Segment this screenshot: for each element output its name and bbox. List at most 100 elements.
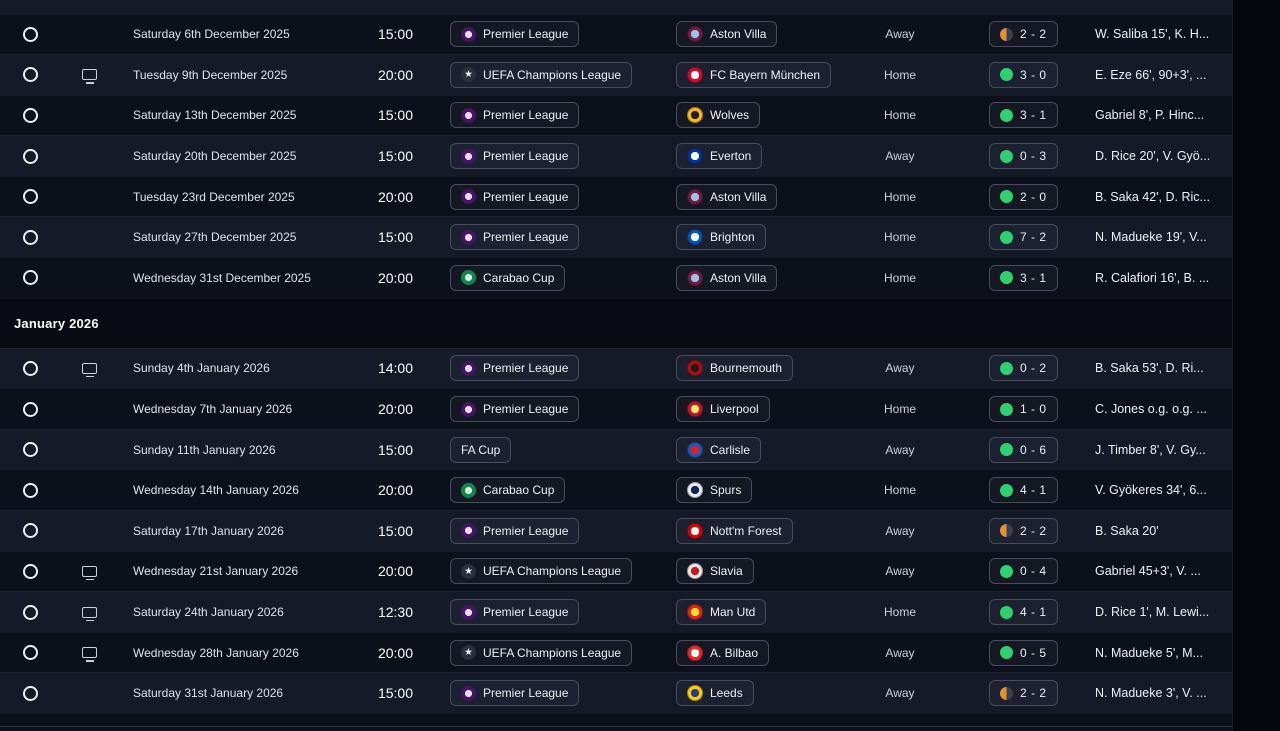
score-badge[interactable]: 4 - 1 [989, 599, 1058, 626]
fixture-time: 15:00 [377, 441, 413, 458]
fixture-row[interactable]: Saturday 13th December 2025 15:00 Premie… [0, 94, 1232, 136]
fixture-row[interactable]: Wednesday 28th January 2026 20:00 ★ UEFA… [0, 631, 1232, 673]
competition-badge[interactable]: Premier League [450, 517, 580, 544]
opponent-badge[interactable]: Slavia [676, 558, 754, 585]
selection-circle-icon[interactable] [23, 401, 38, 417]
fixture-row[interactable]: Tuesday 23rd December 2025 20:00 Premier… [0, 175, 1232, 217]
selection-circle-icon[interactable] [23, 523, 38, 539]
score-badge[interactable]: 1 - 0 [989, 396, 1058, 423]
selection-circle-icon[interactable] [23, 270, 38, 286]
competition-cell: Premier League [413, 224, 676, 251]
score-cell: 2 - 0 [940, 183, 1085, 210]
competition-badge[interactable]: ★ UEFA Champions League [450, 639, 633, 666]
opponent-badge[interactable]: Everton [676, 143, 763, 170]
opponent-badge[interactable]: Aston Villa [676, 264, 778, 291]
tv-cell [57, 29, 110, 40]
competition-badge[interactable]: Premier League [450, 224, 580, 251]
team-crest-icon [687, 148, 703, 165]
score-badge[interactable]: 2 - 0 [989, 183, 1058, 210]
competition-badge[interactable]: ★ UEFA Champions League [450, 61, 633, 88]
selection-circle-icon[interactable] [23, 442, 38, 458]
competition-badge[interactable]: Premier League [450, 183, 580, 210]
fixture-row[interactable]: Sunday 4th January 2026 14:00 Premier Le… [0, 347, 1232, 389]
score-badge[interactable]: 0 - 5 [989, 639, 1058, 666]
partial-row-bottom [0, 713, 1232, 726]
fixture-row[interactable]: Saturday 24th January 2026 12:30 Premier… [0, 591, 1232, 632]
fixture-row[interactable]: Saturday 31st January 2026 15:00 Premier… [0, 672, 1232, 713]
opponent-badge[interactable]: Carlisle [676, 436, 762, 463]
score-badge[interactable]: 7 - 2 [989, 224, 1058, 251]
competition-icon: ★ [461, 645, 476, 661]
opponent-badge[interactable]: Bournemouth [676, 355, 794, 382]
selection-circle-icon[interactable] [23, 26, 38, 42]
score-cell: 0 - 6 [940, 436, 1085, 463]
score-badge[interactable]: 3 - 1 [989, 264, 1058, 291]
score-badge[interactable]: 0 - 4 [989, 558, 1058, 585]
score-badge[interactable]: 3 - 1 [989, 102, 1058, 129]
selection-circle-icon[interactable] [23, 685, 38, 701]
opponent-badge[interactable]: FC Bayern München [676, 61, 832, 88]
opponent-cell: Slavia [676, 558, 860, 585]
vertical-scrollbar-gutter[interactable] [1232, 0, 1280, 731]
competition-badge[interactable]: FA Cup [450, 436, 512, 463]
selection-circle-icon[interactable] [23, 645, 38, 661]
selection-circle-icon[interactable] [23, 189, 38, 205]
scorers-text: C. Jones o.g. o.g. ... [1095, 402, 1207, 417]
fixture-row[interactable]: Tuesday 9th December 2025 20:00 ★ UEFA C… [0, 54, 1232, 95]
opponent-badge[interactable]: Brighton [676, 224, 766, 251]
competition-badge[interactable]: Premier League [450, 355, 580, 382]
selection-circle-icon[interactable] [23, 360, 38, 376]
score-badge[interactable]: 0 - 6 [989, 436, 1058, 463]
venue-label: Away [885, 686, 915, 701]
horizontal-scrollbar[interactable] [0, 726, 1232, 731]
fixture-row[interactable]: Wednesday 21st January 2026 20:00 ★ UEFA… [0, 550, 1232, 592]
opponent-badge[interactable]: Leeds [676, 680, 754, 707]
competition-badge[interactable]: Carabao Cup [450, 477, 566, 504]
fixture-row[interactable]: Wednesday 14th January 2026 20:00 Caraba… [0, 469, 1232, 511]
score-badge[interactable]: 3 - 0 [989, 61, 1058, 88]
opponent-badge[interactable]: Spurs [676, 477, 753, 504]
opponent-badge[interactable]: Aston Villa [676, 183, 778, 210]
selection-circle-icon[interactable] [23, 107, 38, 123]
selection-circle-icon[interactable] [23, 482, 38, 498]
opponent-badge[interactable]: Liverpool [676, 396, 770, 423]
score-badge[interactable]: 2 - 2 [989, 517, 1058, 544]
fixture-row[interactable]: Saturday 27th December 2025 15:00 Premie… [0, 216, 1232, 258]
score-label: 3 - 0 [1020, 67, 1047, 82]
fixture-row[interactable]: Sunday 11th January 2026 15:00 FA Cup Ca… [0, 428, 1232, 470]
competition-badge[interactable]: ★ UEFA Champions League [450, 558, 633, 585]
competition-badge[interactable]: Premier League [450, 102, 580, 129]
competition-badge[interactable]: Premier League [450, 21, 580, 48]
opponent-badge[interactable]: Man Utd [676, 599, 767, 626]
fixture-row[interactable]: Saturday 17th January 2026 15:00 Premier… [0, 510, 1232, 551]
opponent-badge[interactable]: Nott'm Forest [676, 517, 793, 544]
score-badge[interactable]: 2 - 2 [989, 680, 1058, 707]
selection-circle-icon[interactable] [23, 148, 38, 164]
fixture-row[interactable]: Wednesday 31st December 2025 20:00 Carab… [0, 257, 1232, 298]
fixture-row[interactable]: Saturday 20th December 2025 15:00 Premie… [0, 135, 1232, 176]
competition-badge[interactable]: Carabao Cup [450, 264, 566, 291]
score-badge[interactable]: 0 - 3 [989, 143, 1058, 170]
score-badge[interactable]: 4 - 1 [989, 477, 1058, 504]
scorers-text: E. Eze 66', 90+3', ... [1095, 67, 1207, 82]
competition-badge[interactable]: Premier League [450, 396, 580, 423]
competition-badge[interactable]: Premier League [450, 143, 580, 170]
fixture-row[interactable]: Wednesday 7th January 2026 20:00 Premier… [0, 388, 1232, 429]
scorers-text: J. Timber 8', V. Gy... [1095, 442, 1206, 457]
opponent-badge[interactable]: Wolves [676, 102, 761, 129]
score-badge[interactable]: 2 - 2 [989, 21, 1058, 48]
score-badge[interactable]: 0 - 2 [989, 355, 1058, 382]
venue-label: Home [883, 402, 916, 417]
selection-circle-icon[interactable] [23, 563, 38, 579]
competition-label: Premier League [483, 402, 569, 417]
opponent-cell: Man Utd [676, 599, 860, 626]
selection-circle-icon[interactable] [23, 604, 38, 620]
selection-circle-icon[interactable] [23, 229, 38, 245]
opponent-badge[interactable]: Aston Villa [676, 21, 778, 48]
opponent-label: Wolves [710, 108, 750, 123]
fixture-row[interactable]: Saturday 6th December 2025 15:00 Premier… [0, 13, 1232, 55]
opponent-badge[interactable]: A. Bilbao [676, 639, 770, 666]
competition-badge[interactable]: Premier League [450, 599, 580, 626]
selection-circle-icon[interactable] [23, 67, 38, 83]
competition-badge[interactable]: Premier League [450, 680, 580, 707]
